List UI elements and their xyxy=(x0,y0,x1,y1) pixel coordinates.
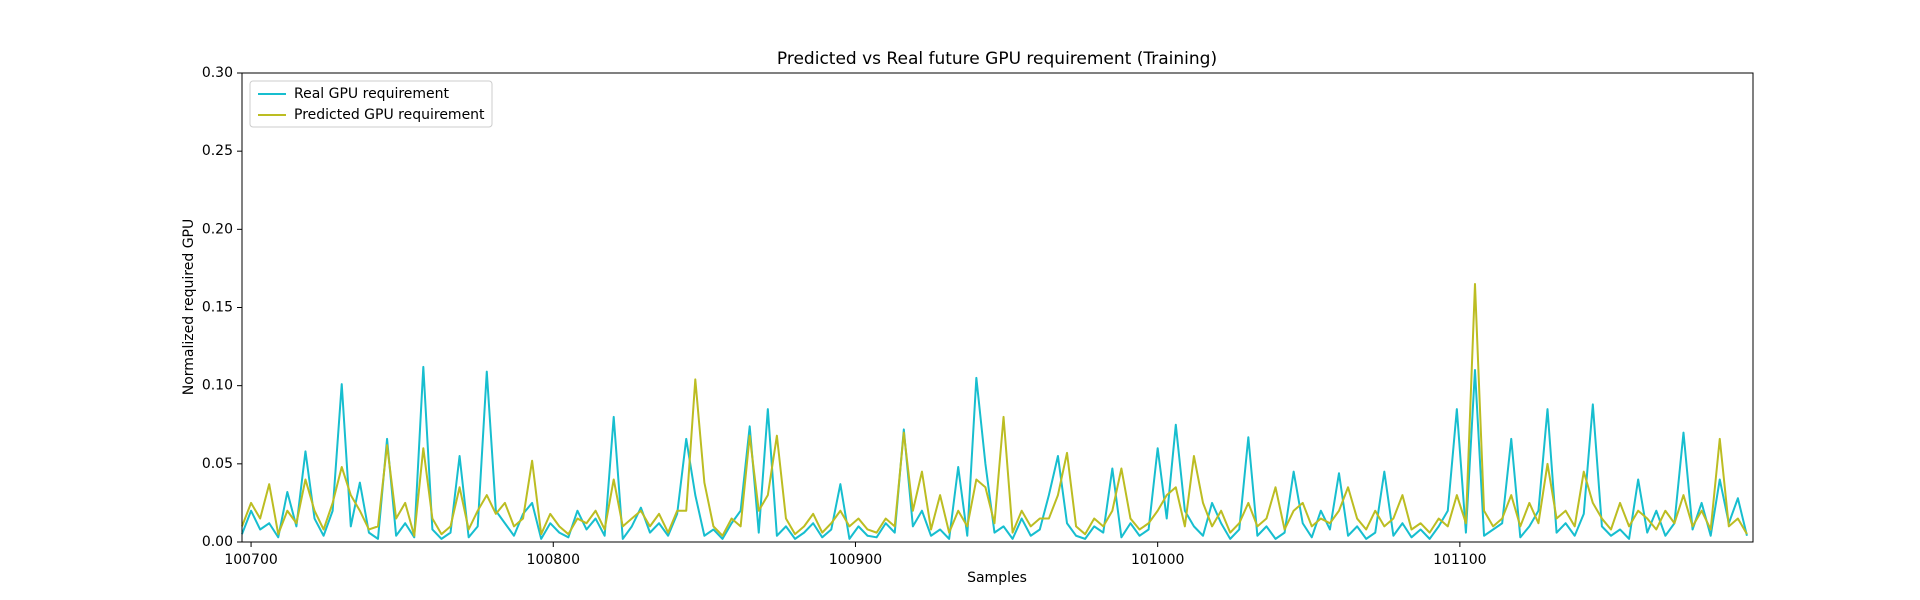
y-tick-label: 0.25 xyxy=(202,143,233,159)
y-tick-label: 0.00 xyxy=(202,534,233,550)
y-tick-label: 0.20 xyxy=(202,221,233,237)
x-tick-label: 100700 xyxy=(224,552,277,568)
line-series xyxy=(241,365,1748,540)
legend-box xyxy=(249,80,493,128)
x-axis-label: Samples xyxy=(967,570,1027,586)
legend-label: Predicted GPU requirement xyxy=(294,107,485,123)
x-tick-label: 100900 xyxy=(829,552,882,568)
line-series xyxy=(241,283,1748,537)
legend: Real GPU requirement Predicted GPU requir… xyxy=(249,80,493,128)
y-axis-label: Normalized required GPU xyxy=(181,219,197,396)
y-tick-label: 0.10 xyxy=(202,378,233,394)
x-tick-label: 101100 xyxy=(1433,552,1486,568)
chart-title: Predicted vs Real future GPU requirement… xyxy=(777,49,1217,69)
x-tick-label: 101000 xyxy=(1131,552,1184,568)
plot-frame xyxy=(241,72,1754,543)
legend-label: Real GPU requirement xyxy=(294,86,450,102)
x-tick-label: 100800 xyxy=(527,552,580,568)
y-tick-label: 0.15 xyxy=(202,300,233,316)
y-tick-label: 0.30 xyxy=(202,65,233,81)
y-tick-label: 0.05 xyxy=(202,456,233,472)
